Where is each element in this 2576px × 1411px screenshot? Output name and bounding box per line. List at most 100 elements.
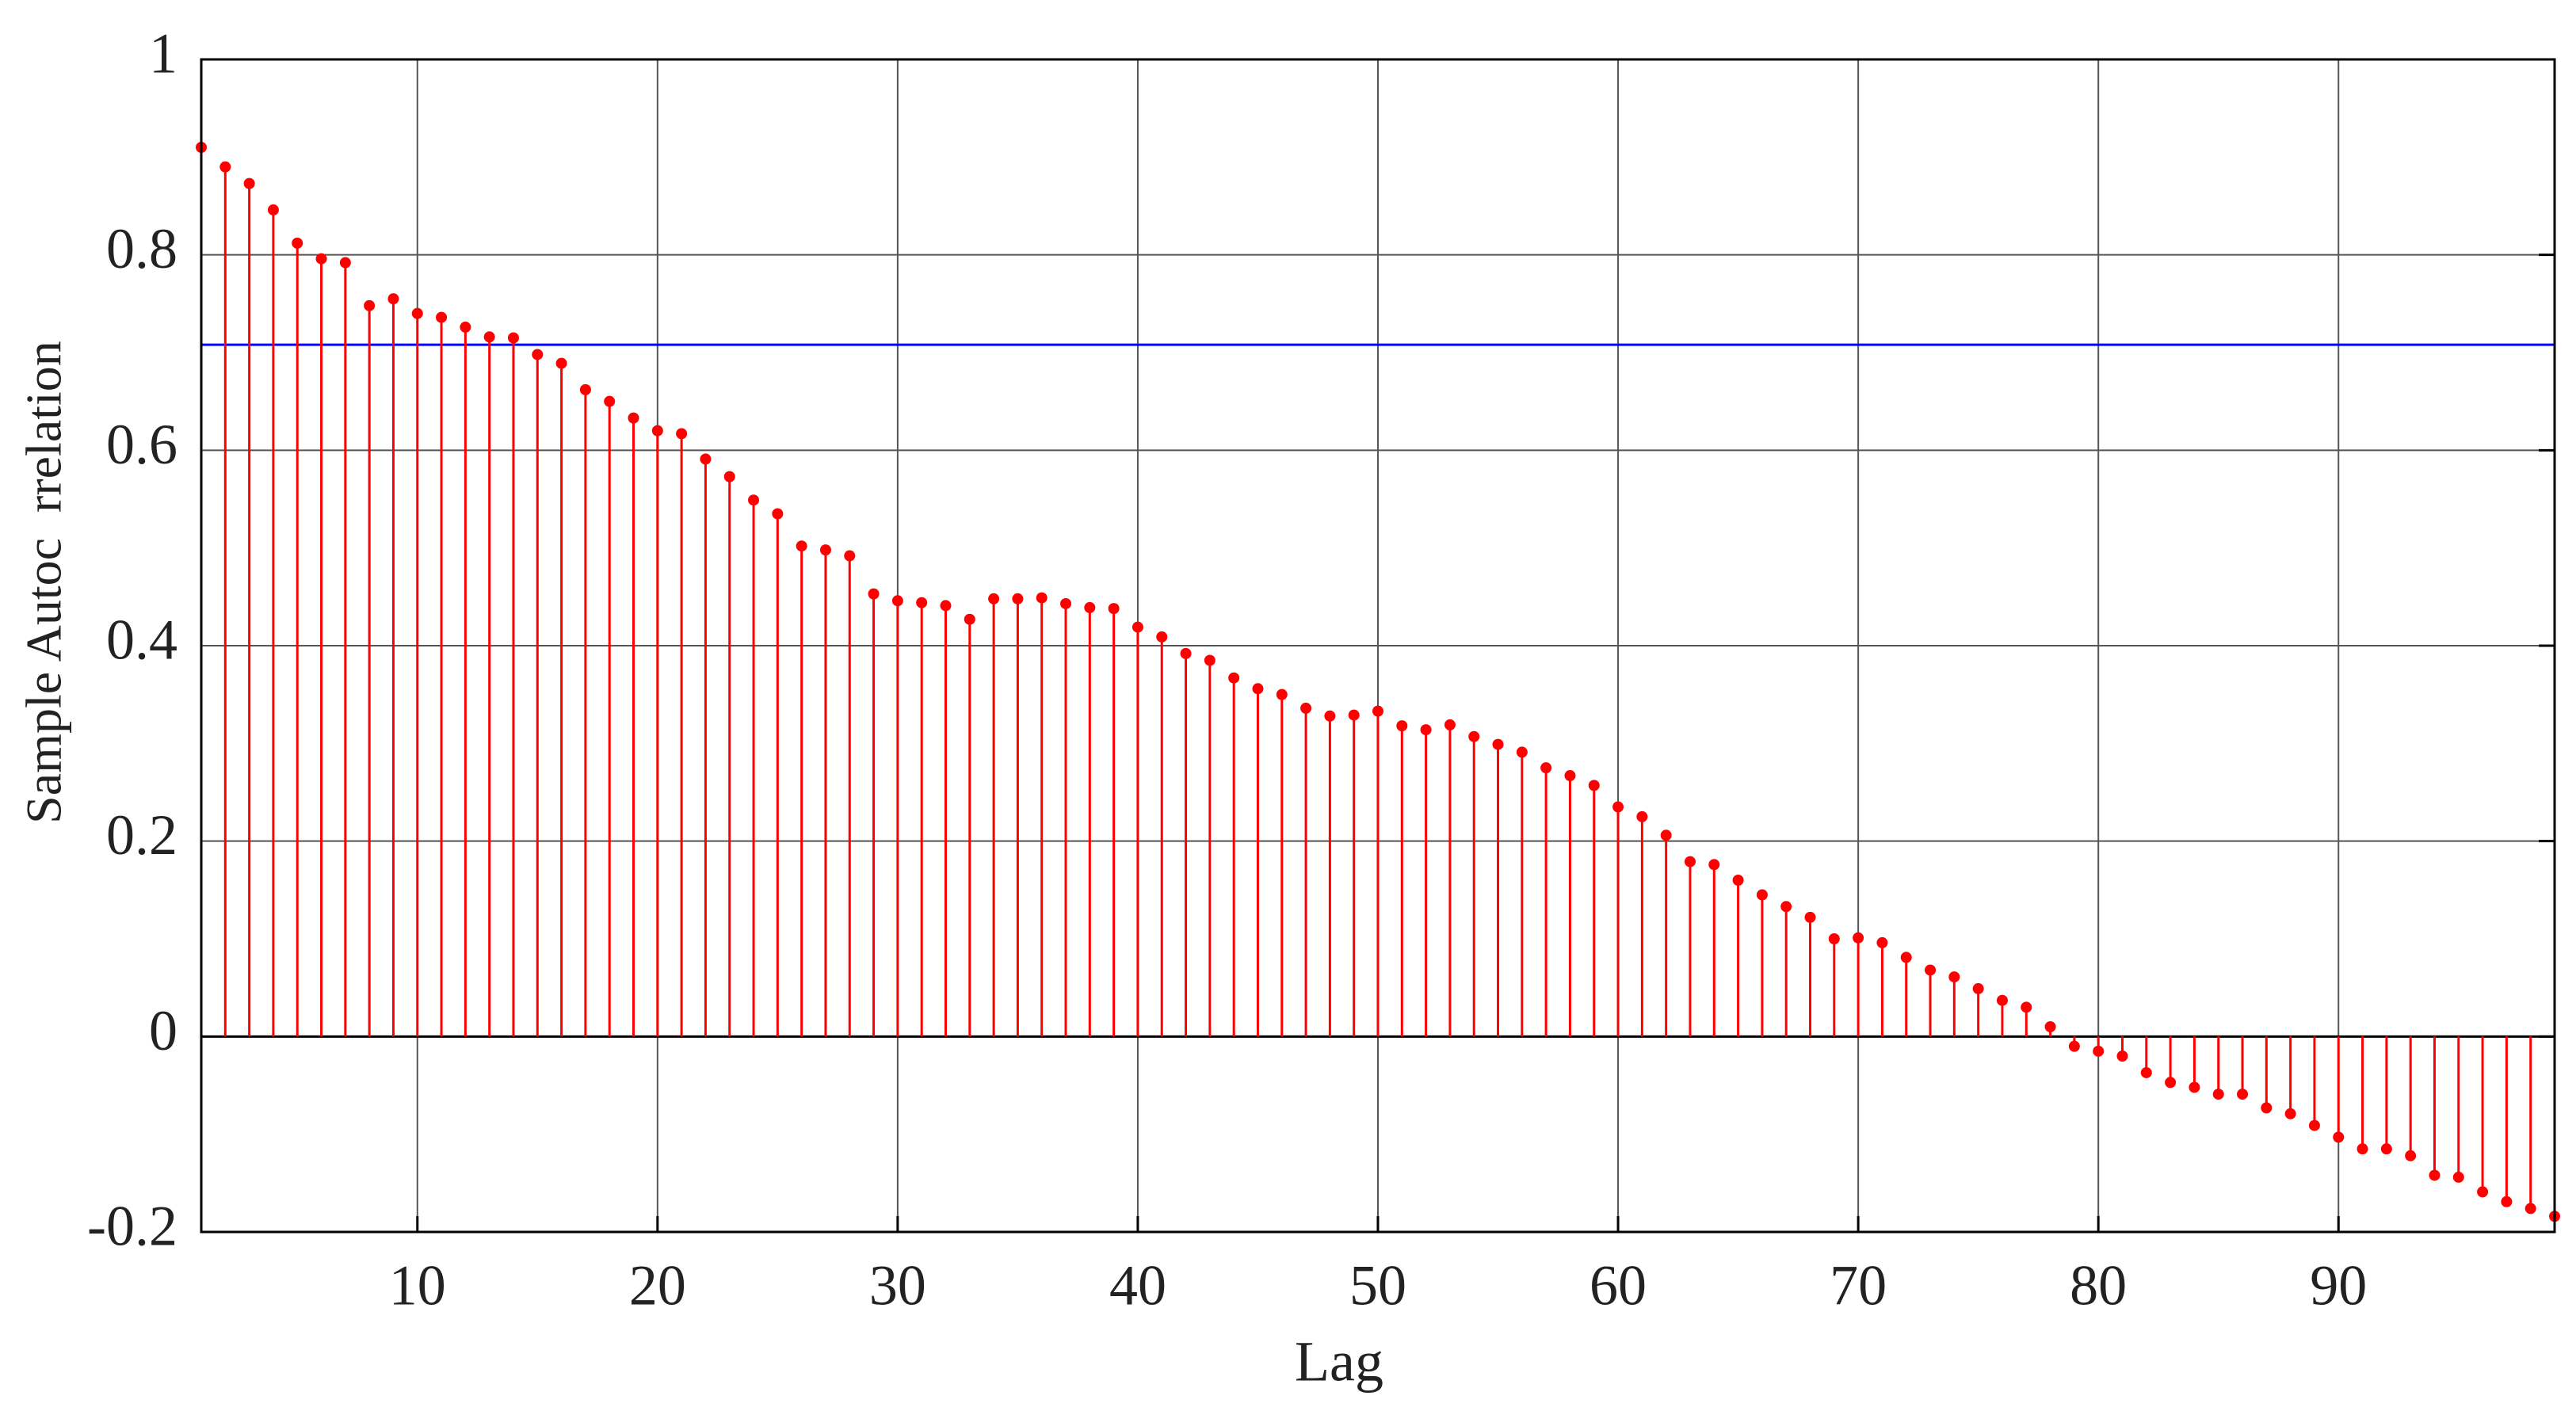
stem-marker xyxy=(1684,856,1696,868)
stem-marker xyxy=(1948,971,1960,983)
stem-marker xyxy=(2452,1171,2464,1183)
x-tick-label: 90 xyxy=(2310,1254,2367,1318)
stem-marker xyxy=(844,550,856,562)
y-tick-label: -0.2 xyxy=(87,1195,177,1258)
stem-marker xyxy=(267,204,279,215)
stem-marker xyxy=(1036,592,1048,604)
y-tick-label: 0 xyxy=(149,999,177,1062)
stem-marker xyxy=(1108,603,1120,615)
stem-marker xyxy=(700,453,712,465)
stem-marker xyxy=(651,425,663,437)
stem-marker xyxy=(1756,889,1768,901)
stem-marker xyxy=(1516,746,1528,758)
stem-marker xyxy=(1420,724,1432,736)
stem-marker xyxy=(1324,710,1336,722)
x-tick-label: 30 xyxy=(869,1254,926,1318)
stem-marker xyxy=(1853,932,1864,944)
stem-marker xyxy=(2284,1108,2296,1119)
stem-marker xyxy=(1996,994,2008,1006)
stem-marker xyxy=(1972,982,1984,994)
stem-marker xyxy=(1468,730,1480,742)
stem-marker xyxy=(1444,719,1456,730)
y-tick-label: 0.2 xyxy=(106,803,177,867)
stem-marker xyxy=(292,237,303,249)
stem-marker xyxy=(2308,1119,2320,1131)
stem-marker xyxy=(1060,597,1072,609)
stem-marker xyxy=(2116,1051,2128,1062)
stem-marker xyxy=(1276,688,1288,700)
stem-marker xyxy=(1612,801,1624,813)
stem-marker xyxy=(2429,1169,2441,1181)
stem-marker xyxy=(1300,702,1312,714)
stem-marker xyxy=(1780,901,1792,913)
y-axis-label: Sample Autoc rrelation xyxy=(16,341,72,824)
y-tick-label: 1 xyxy=(149,22,177,86)
stem-marker xyxy=(2380,1143,2392,1155)
stem-marker xyxy=(387,293,399,305)
stem-marker xyxy=(1876,936,1888,948)
stem-marker xyxy=(219,161,231,173)
stem-marker xyxy=(2044,1021,2056,1032)
stem-marker xyxy=(555,357,567,369)
x-tick-label: 80 xyxy=(2070,1254,2127,1318)
y-tick-label: 0.4 xyxy=(106,608,177,672)
x-tick-label: 40 xyxy=(1109,1254,1166,1318)
stem-marker xyxy=(1540,762,1552,774)
stem-marker xyxy=(436,311,448,323)
stem-marker xyxy=(411,307,423,319)
stem-marker xyxy=(819,544,831,556)
stem-marker xyxy=(1660,829,1672,841)
stem-marker xyxy=(2524,1203,2536,1215)
x-tick-label: 60 xyxy=(1589,1254,1647,1318)
stem-marker xyxy=(460,321,471,333)
stem-marker xyxy=(964,613,975,625)
stem-marker xyxy=(2068,1040,2080,1052)
stem-marker xyxy=(1132,621,1143,633)
stem-marker xyxy=(532,349,544,360)
stem-marker xyxy=(507,332,519,344)
x-tick-label: 70 xyxy=(1830,1254,1887,1318)
stem-marker xyxy=(916,597,928,608)
y-tick-label: 0.6 xyxy=(106,413,177,476)
stem-marker xyxy=(2093,1045,2105,1057)
stem-marker xyxy=(772,508,784,520)
stem-marker xyxy=(1588,780,1600,791)
stem-marker xyxy=(1204,654,1215,666)
stem-marker xyxy=(1012,593,1024,604)
stem-marker xyxy=(243,177,255,189)
stem-marker xyxy=(2405,1150,2417,1161)
stem-marker xyxy=(891,595,903,607)
x-tick-label: 20 xyxy=(629,1254,686,1318)
stem-marker xyxy=(1925,964,1937,976)
stem-marker xyxy=(339,257,351,269)
stem-marker xyxy=(676,428,688,440)
stem-marker xyxy=(2237,1089,2249,1100)
stem-marker xyxy=(2021,1001,2032,1013)
stem-marker xyxy=(1636,810,1648,822)
stem-marker xyxy=(2501,1196,2513,1207)
stem-marker xyxy=(1732,875,1744,886)
stem-marker xyxy=(1180,647,1192,659)
stem-marker xyxy=(1348,709,1360,721)
stem-marker xyxy=(1396,720,1408,732)
stem-marker xyxy=(1708,859,1720,871)
stem-marker xyxy=(2333,1131,2345,1143)
stem-marker xyxy=(1372,705,1383,717)
stem-marker xyxy=(364,299,376,311)
stem-marker xyxy=(579,383,591,395)
stem-marker xyxy=(723,471,735,482)
stem-marker xyxy=(1804,911,1816,923)
plot-frame xyxy=(200,58,2556,1234)
stem-marker xyxy=(2140,1066,2152,1078)
stem-marker xyxy=(1156,631,1168,643)
stem-marker xyxy=(1564,770,1576,782)
stem-marker xyxy=(940,600,952,612)
x-tick-label: 10 xyxy=(389,1254,446,1318)
stem-marker xyxy=(1828,933,1840,944)
stem-marker xyxy=(628,412,639,424)
stem-marker xyxy=(988,593,1000,604)
stem-marker xyxy=(748,494,760,506)
stem-marker xyxy=(2212,1089,2224,1100)
stem-marker xyxy=(2261,1102,2273,1114)
